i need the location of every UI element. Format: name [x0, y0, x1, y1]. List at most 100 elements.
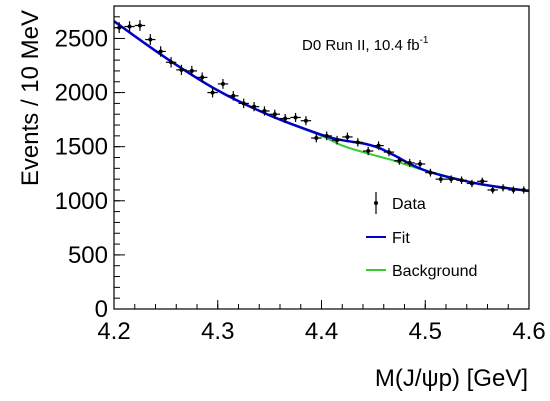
data-point — [280, 113, 291, 124]
x-axis-title: M(J/ψp) [GeV] — [375, 365, 528, 392]
data-marker — [366, 149, 371, 154]
x-tick-label: 4.2 — [97, 318, 130, 345]
data-marker — [220, 81, 225, 86]
data-marker — [345, 134, 350, 139]
legend-label: Data — [392, 196, 426, 213]
data-point — [290, 112, 301, 123]
y-tick-label: 1500 — [55, 134, 108, 161]
data-marker — [179, 67, 184, 72]
data-marker — [137, 23, 142, 28]
legend-item: Fit — [366, 230, 410, 247]
data-marker — [428, 170, 433, 175]
data-point — [207, 87, 218, 98]
annotation-text: D0 Run II, 10.4 fb — [302, 37, 420, 54]
data-point — [446, 175, 457, 183]
data-point — [155, 46, 166, 57]
data-point — [134, 20, 146, 31]
x-tick-label: 4.5 — [409, 318, 442, 345]
data-point — [248, 101, 260, 112]
data-point — [497, 184, 509, 192]
data-point — [145, 34, 156, 45]
data-marker — [407, 160, 412, 165]
data-point — [186, 65, 197, 77]
data-marker — [200, 75, 205, 80]
data-point — [508, 186, 519, 194]
data-point — [321, 131, 332, 141]
legend-item: Background — [366, 263, 477, 280]
data-point — [228, 91, 239, 101]
y-tick-label: 500 — [68, 242, 108, 269]
data-point — [124, 21, 135, 32]
x-tick-label: 4.3 — [201, 318, 234, 345]
data-marker — [418, 161, 423, 166]
data-point — [477, 177, 488, 185]
data-marker — [303, 118, 308, 123]
data-marker — [169, 60, 174, 65]
data-marker — [252, 104, 257, 109]
data-marker — [511, 187, 516, 192]
data-marker — [231, 93, 236, 98]
legend-item: Data — [374, 192, 426, 214]
data-marker — [386, 150, 391, 155]
data-point — [331, 135, 343, 145]
axes-layer: 4.2 4.3 4.4 4.5 4.6 0 500 1000 1500 2000 2500 — [55, 5, 546, 345]
data-point — [197, 72, 208, 83]
experiment-annotation: D0 Run II, 10.4 fb-1 — [302, 35, 429, 54]
data-marker — [438, 177, 443, 182]
data-point — [404, 158, 415, 167]
data-point — [394, 156, 405, 165]
legend-label: Background — [392, 263, 477, 280]
data-point — [300, 116, 312, 126]
data-point — [311, 133, 322, 143]
data-marker — [490, 187, 495, 192]
data-point — [342, 132, 353, 142]
legend-label: Fit — [392, 230, 410, 247]
data-point — [352, 138, 363, 147]
data-point — [238, 98, 249, 109]
data-point — [363, 146, 374, 156]
data-marker — [376, 143, 381, 148]
data-marker — [241, 101, 246, 106]
data-marker — [335, 138, 340, 143]
data-marker — [158, 49, 163, 54]
data-marker — [272, 112, 277, 117]
data-marker — [314, 136, 319, 141]
data-marker — [127, 24, 132, 29]
y-tick-label: 0 — [95, 296, 108, 323]
data-point — [373, 141, 384, 150]
data-marker — [355, 140, 360, 145]
data-point — [259, 106, 270, 116]
data-marker — [262, 108, 267, 113]
legend-marker — [374, 201, 378, 205]
data-marker — [521, 187, 526, 192]
data-point — [217, 79, 229, 89]
annotation-superscript: -1 — [420, 35, 429, 46]
data-point — [518, 186, 529, 194]
data-points-layer — [114, 20, 529, 194]
data-marker — [459, 178, 464, 183]
data-point — [425, 168, 436, 177]
x-tick-label: 4.4 — [305, 318, 338, 345]
data-point — [456, 176, 467, 185]
data-marker — [283, 116, 288, 121]
legend: Data Fit Background — [366, 192, 477, 280]
data-point — [435, 175, 446, 183]
data-point — [383, 147, 395, 157]
data-marker — [469, 181, 474, 186]
data-marker — [324, 133, 329, 138]
data-marker — [449, 177, 454, 182]
data-point — [269, 109, 280, 119]
data-point — [466, 179, 478, 188]
data-point — [487, 186, 498, 194]
data-marker — [148, 37, 153, 42]
y-tick-label: 2000 — [55, 80, 108, 107]
data-marker — [189, 68, 194, 73]
data-marker — [293, 115, 298, 120]
y-tick-label: 1000 — [55, 188, 108, 215]
data-marker — [397, 158, 402, 163]
data-point — [414, 159, 426, 168]
data-marker — [501, 185, 506, 190]
y-tick-label: 2500 — [55, 25, 108, 52]
